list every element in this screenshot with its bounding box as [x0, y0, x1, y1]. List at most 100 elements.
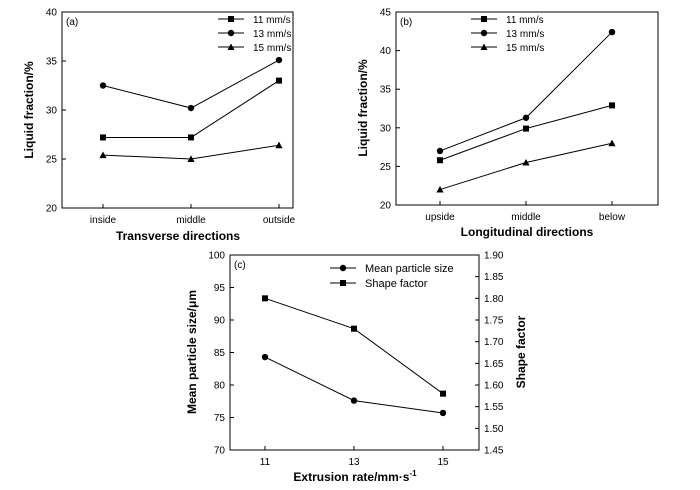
series-group — [261, 295, 447, 417]
circle-marker — [187, 104, 195, 112]
legend-label: 13 mm/s — [506, 29, 544, 40]
y-tick-label: 95 — [214, 283, 226, 294]
y-tick-label: 90 — [214, 316, 226, 327]
panel-label: (a) — [66, 17, 78, 28]
plot-frame — [229, 254, 480, 451]
y-tick-label: 25 — [46, 155, 58, 166]
y-tick-label: 100 — [208, 251, 225, 262]
square-marker — [523, 125, 529, 132]
x-axis-label: Transverse directions — [116, 229, 240, 243]
legend-label: 15 mm/s — [506, 43, 544, 54]
y-tick-label: 80 — [214, 381, 226, 392]
square-marker — [188, 134, 194, 141]
circle-marker-icon — [480, 29, 488, 37]
y-right-tick-label: 1.80 — [484, 294, 504, 305]
square-marker — [437, 157, 443, 164]
y-axis-label: Mean particle size/μm — [185, 290, 199, 414]
y-tick-label: 35 — [380, 85, 392, 96]
legend: Mean particle size Shape factor — [330, 263, 454, 290]
y-axis-ticks: 20 25 30 35 40 45 — [380, 8, 400, 212]
x-axis-label: Longitudinal directions — [461, 225, 594, 239]
panel-b: (b) 20 25 30 35 40 45 upside middle below 11 mm… — [356, 8, 659, 239]
series-line — [264, 297, 444, 395]
y-right-tick-label: 1.60 — [484, 381, 504, 392]
x-axis-ticks: inside middle outside — [90, 204, 296, 226]
square-marker — [440, 390, 446, 397]
square-marker — [609, 102, 615, 109]
square-marker-icon — [481, 16, 487, 22]
triangle-marker-icon — [227, 43, 235, 50]
legend-entry: 13 mm/s — [218, 29, 291, 40]
series-line — [439, 104, 613, 161]
y-tick-label: 20 — [46, 204, 58, 215]
y-right-tick-label: 1.50 — [484, 424, 504, 435]
circle-marker — [350, 397, 358, 404]
y-tick-label: 25 — [380, 162, 392, 173]
y-axis-ticks: 70 75 80 85 90 95 100 — [208, 251, 234, 457]
series-line — [264, 356, 444, 414]
x-axis-label: Extrusion rate/mm·s-1 — [293, 469, 417, 484]
legend-label: Shape factor — [365, 278, 428, 290]
triangle-marker-icon — [480, 43, 488, 50]
x-axis-ticks: 11 13 15 — [260, 446, 449, 468]
x-tick-label: middle — [176, 215, 206, 226]
y-tick-label: 40 — [46, 8, 58, 19]
x-tick-label: middle — [511, 212, 541, 223]
y-right-tick-label: 1.85 — [484, 272, 504, 283]
panel-a: (a) 20 25 30 35 40 inside middle outside 11 mm… — [22, 8, 296, 244]
legend-entry: Mean particle size — [330, 263, 454, 275]
legend-entry: Shape factor — [330, 278, 428, 290]
series-line — [439, 142, 613, 191]
x-tick-label: below — [599, 212, 626, 223]
legend-entry: 15 mm/s — [471, 43, 544, 54]
panel-label: (b) — [400, 17, 412, 28]
square-marker — [100, 134, 106, 141]
legend-label: 15 mm/s — [253, 43, 291, 54]
circle-marker-icon — [227, 29, 235, 37]
legend-label: 11 mm/s — [506, 15, 544, 26]
y-axis-right-label: Shape factor — [514, 315, 528, 388]
square-marker-icon — [228, 16, 234, 22]
y-tick-label: 75 — [214, 413, 226, 424]
x-tick-label: upside — [425, 212, 455, 223]
legend-entry: 11 mm/s — [218, 15, 291, 26]
x-axis-ticks: upside middle below — [425, 201, 626, 223]
circle-marker — [275, 56, 283, 64]
y-axis-ticks: 20 25 30 35 40 — [46, 8, 66, 215]
y-axis-label: Liquid fraction/% — [356, 59, 370, 157]
legend-entry: 13 mm/s — [471, 29, 544, 40]
legend-label: Mean particle size — [365, 263, 454, 275]
legend-entry: 11 mm/s — [471, 15, 544, 26]
plot-frame — [395, 11, 659, 206]
y-tick-label: 35 — [46, 57, 58, 68]
legend-label: 13 mm/s — [253, 29, 291, 40]
series-group — [436, 28, 616, 193]
circle-marker — [439, 409, 447, 417]
circle-marker — [261, 353, 269, 361]
y-right-tick-label: 1.65 — [484, 359, 504, 370]
square-marker — [262, 295, 268, 302]
series-line — [102, 59, 280, 109]
triangle-marker — [522, 158, 530, 166]
legend-label: 11 mm/s — [253, 15, 291, 26]
x-axis-label-main: Extrusion rate/mm·s — [293, 470, 409, 484]
panel-label: (c) — [234, 260, 246, 271]
x-tick-label: 11 — [260, 457, 271, 468]
legend-entry: 15 mm/s — [218, 43, 291, 54]
y-right-tick-label: 1.75 — [484, 316, 504, 327]
circle-marker — [436, 147, 444, 155]
y-tick-label: 45 — [380, 8, 392, 19]
y-axis-label: Liquid fraction/% — [22, 61, 36, 159]
y-tick-label: 70 — [214, 446, 226, 457]
triangle-marker — [436, 185, 444, 193]
y-axis-right-ticks: 1.45 1.50 1.55 1.60 1.65 1.70 1.75 1.80 1.85 1.90 — [475, 251, 504, 457]
legend: 11 mm/s 13 mm/s 15 mm/s — [218, 15, 291, 54]
series-group — [99, 56, 283, 162]
square-marker — [351, 325, 357, 332]
panel-c: (c) 70 75 80 85 90 95 100 1.45 1.50 1.55 1.60 1.65… — [185, 251, 528, 485]
y-right-tick-label: 1.90 — [484, 251, 504, 262]
triangle-marker — [608, 139, 616, 147]
y-right-tick-label: 1.70 — [484, 337, 504, 348]
x-tick-label: inside — [90, 215, 117, 226]
y-tick-label: 30 — [380, 123, 392, 134]
